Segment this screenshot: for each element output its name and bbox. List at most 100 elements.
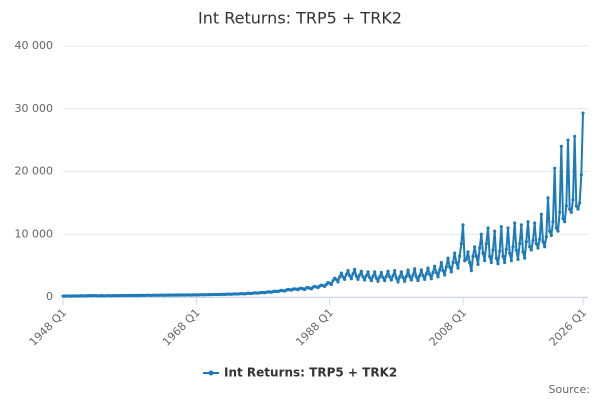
point (419, 268, 423, 272)
point (373, 270, 377, 274)
point (461, 223, 465, 227)
point (411, 273, 415, 277)
point (346, 269, 350, 273)
x-tick-label: 2008 Q1 (427, 306, 470, 349)
point (501, 254, 505, 258)
point (386, 269, 390, 273)
point (581, 111, 585, 115)
point (476, 262, 480, 266)
point (576, 207, 580, 211)
point (453, 251, 457, 255)
point (381, 275, 385, 280)
x-tick-label: 2026 Q1 (547, 306, 590, 349)
point (441, 269, 445, 273)
point (414, 275, 418, 279)
y-tick-label: 40 000 (15, 39, 54, 52)
point (421, 274, 425, 278)
point (543, 245, 547, 249)
point (516, 257, 520, 261)
point (541, 240, 545, 244)
point (398, 275, 402, 279)
point (374, 276, 378, 280)
point (376, 279, 380, 283)
legend-item: Int Returns: TRP5 + TRK2 (203, 366, 397, 380)
point (369, 279, 373, 283)
point (523, 256, 527, 260)
point (364, 274, 368, 278)
point (393, 269, 397, 273)
point (359, 269, 363, 273)
point (446, 256, 450, 260)
point (558, 210, 562, 214)
point (526, 220, 530, 224)
point (331, 279, 335, 283)
point (563, 220, 567, 224)
point (534, 242, 538, 246)
point (481, 251, 485, 255)
point (339, 271, 343, 275)
point (518, 242, 522, 246)
point (556, 229, 560, 233)
point (464, 257, 468, 261)
point (341, 275, 345, 279)
point (423, 277, 427, 282)
point (498, 249, 502, 253)
point (569, 210, 573, 214)
point (334, 277, 338, 282)
point (363, 278, 367, 282)
source: Source: (549, 383, 591, 396)
point (344, 272, 348, 277)
point (491, 248, 495, 252)
point (524, 240, 528, 244)
point (458, 254, 462, 258)
point (436, 275, 440, 279)
point (438, 268, 442, 272)
point (539, 212, 543, 216)
point (389, 278, 393, 282)
point (434, 270, 438, 275)
point (488, 254, 492, 258)
point (429, 277, 433, 281)
point (506, 226, 510, 230)
point (509, 259, 513, 263)
point (489, 260, 493, 265)
point (479, 232, 483, 236)
chart-title: Int Returns: TRP5 + TRK2 (198, 9, 402, 28)
point (409, 278, 413, 282)
point (571, 198, 575, 202)
point (403, 279, 407, 283)
point (469, 269, 473, 273)
point (408, 274, 412, 278)
point (484, 242, 488, 246)
point (383, 279, 387, 283)
point (519, 223, 523, 227)
x-tick-label: 1948 Q1 (27, 306, 70, 349)
point (466, 250, 470, 254)
point (504, 247, 508, 251)
point (546, 196, 550, 200)
point (573, 134, 577, 138)
point (568, 207, 572, 211)
point (566, 138, 570, 142)
point (478, 246, 482, 250)
point (361, 275, 365, 279)
point (348, 274, 352, 278)
legend-marker (208, 370, 214, 376)
series-line (62, 113, 584, 298)
point (561, 216, 565, 221)
point (578, 201, 582, 205)
point (391, 274, 395, 278)
point (336, 280, 340, 284)
point (378, 275, 382, 279)
point (439, 260, 443, 265)
point (431, 270, 435, 275)
point (428, 272, 432, 277)
point (553, 166, 557, 170)
y-tick-label: 20 000 (15, 165, 54, 178)
point (554, 226, 558, 230)
point (533, 221, 537, 225)
point (483, 259, 487, 263)
point (416, 279, 420, 283)
legend-label: Int Returns: TRP5 + TRK2 (224, 366, 397, 380)
point (531, 238, 535, 243)
